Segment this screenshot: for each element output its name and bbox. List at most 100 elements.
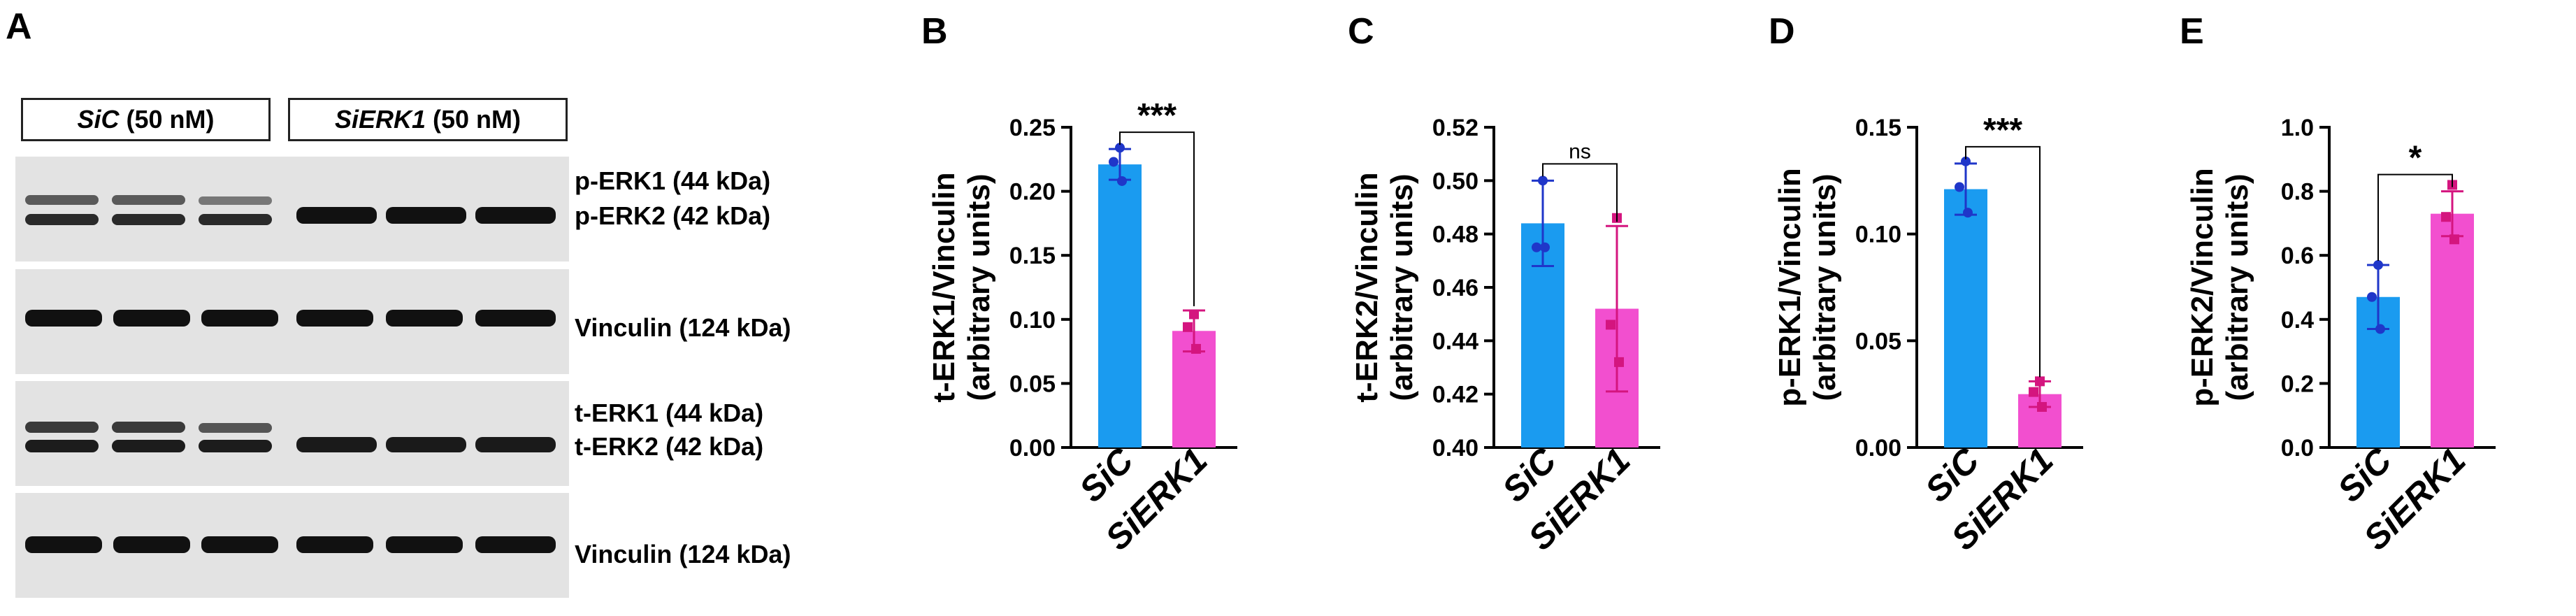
panel-letter-d: D — [1769, 11, 1795, 52]
y-tick-label: 0.52 — [1432, 115, 1478, 141]
band — [112, 214, 185, 225]
bar-sierk1 — [2431, 213, 2474, 447]
condition-dose: (50 nM) — [126, 105, 215, 134]
y-tick-label: 0.15 — [1009, 243, 1056, 269]
y-tick-label: 0.50 — [1432, 168, 1478, 194]
data-point — [1191, 343, 1201, 354]
y-tick-label: 0.0 — [2281, 435, 2314, 461]
y-axis-label-line: t-ERK2/Vinculin — [1350, 172, 1384, 402]
significance-label: * — [2409, 140, 2422, 177]
data-point — [1109, 157, 1118, 167]
band — [199, 440, 272, 452]
band — [25, 214, 99, 225]
y-tick-label: 0.42 — [1432, 382, 1478, 408]
band — [25, 195, 99, 205]
data-point — [1955, 182, 1964, 192]
band — [199, 196, 272, 205]
panel-letter-e: E — [2180, 11, 2204, 52]
y-tick-label: 0.48 — [1432, 222, 1478, 248]
data-point — [1117, 176, 1127, 186]
y-tick-label: 0.10 — [1855, 222, 1901, 248]
data-point — [1538, 176, 1548, 186]
band — [25, 422, 99, 433]
y-tick-label: 0.15 — [1855, 115, 1901, 141]
y-axis-label-line: (arbitrary units) — [1385, 173, 1419, 401]
data-point — [2441, 212, 2451, 222]
data-point — [2367, 292, 2377, 302]
y-tick-label: 0.8 — [2281, 179, 2314, 206]
chart-c: t-ERK2/Vinculin(arbitrary units) 0.40 0.42… — [1350, 115, 1660, 557]
y-tick-label: 0.10 — [1009, 307, 1056, 334]
band — [25, 536, 102, 553]
data-point — [1606, 320, 1616, 330]
data-point — [1961, 156, 1971, 166]
y-axis-label-line: p-ERK1/Vinculin — [1773, 168, 1807, 406]
chart-b: t-ERK1/Vinculin(arbitrary units) 0.00 0.05… — [927, 97, 1237, 557]
data-point — [2373, 259, 2383, 270]
y-axis-label: p-ERK1/Vinculin(arbitrary units) — [1773, 168, 1842, 406]
y-axis-label: t-ERK1/Vinculin(arbitrary units) — [927, 172, 996, 402]
band — [296, 310, 373, 327]
data-point — [2029, 387, 2038, 397]
label-vinculin-2: Vinculin (124 kDa) — [575, 540, 791, 568]
label-t-erk1: t-ERK1 (44 kDa) — [575, 399, 764, 427]
data-point — [1189, 309, 1199, 320]
data-point — [1532, 242, 1541, 252]
bar-sic — [1098, 164, 1142, 447]
band — [475, 310, 556, 327]
y-tick-label: 0.2 — [2281, 371, 2314, 397]
y-axis-label: t-ERK2/Vinculin(arbitrary units) — [1350, 172, 1419, 402]
band — [112, 422, 185, 433]
y-tick-label: 0.05 — [1009, 371, 1056, 397]
data-point — [1963, 208, 1973, 218]
y-tick-label: 1.0 — [2281, 115, 2314, 141]
y-tick-label: 0.6 — [2281, 243, 2314, 269]
blot-strip-vinculin-1 — [15, 269, 569, 374]
band — [386, 437, 466, 452]
band — [25, 310, 102, 327]
y-axis-label-line: (arbitrary units) — [962, 173, 996, 401]
y-tick-label: 0.20 — [1009, 179, 1056, 206]
y-tick-label: 0.40 — [1432, 435, 1478, 461]
significance-bracket — [2377, 173, 2453, 261]
significance-bracket — [1119, 131, 1195, 306]
band — [25, 440, 99, 452]
y-axis-label-line: p-ERK2/Vinculin — [2185, 168, 2219, 406]
band — [386, 310, 463, 327]
data-point — [1183, 322, 1193, 332]
y-axis-label-line: (arbitrary units) — [2220, 173, 2254, 401]
band — [201, 310, 278, 327]
y-tick-label: 0.44 — [1432, 328, 1478, 354]
y-axis-label: p-ERK2/Vinculin(arbitrary units) — [2185, 168, 2254, 406]
band — [113, 310, 190, 327]
panel-letter-b: B — [921, 11, 948, 52]
condition-box-sic: SiC (50 nM) — [21, 98, 271, 141]
data-point — [2037, 401, 2047, 412]
band — [199, 214, 272, 225]
data-point — [1115, 143, 1125, 153]
band — [199, 423, 272, 433]
label-t-erk2: t-ERK2 (42 kDa) — [575, 432, 764, 461]
band — [112, 195, 185, 205]
data-point — [2375, 324, 2385, 334]
band — [475, 536, 556, 553]
label-p-erk2: p-ERK2 (42 kDa) — [575, 201, 771, 230]
data-point — [2449, 234, 2459, 245]
y-tick-label: 0.05 — [1855, 328, 1901, 354]
significance-label: *** — [1983, 112, 2022, 149]
label-p-erk1: p-ERK1 (44 kDa) — [575, 166, 771, 195]
y-axis-label-line: (arbitrary units) — [1808, 173, 1842, 401]
data-point — [1540, 242, 1550, 252]
label-vinculin-1: Vinculin (124 kDa) — [575, 313, 791, 342]
band — [475, 437, 556, 452]
band — [475, 207, 556, 224]
significance-bracket — [1965, 145, 2041, 378]
data-point — [2035, 376, 2045, 387]
blot-strip-vinculin-2 — [15, 493, 569, 598]
y-tick-label: 0.25 — [1009, 115, 1056, 141]
bar-sic — [1944, 189, 1987, 447]
blot-strip-perk — [15, 157, 569, 262]
panel-letter-c: C — [1348, 11, 1374, 52]
condition-box-sierk1: SiERK1 (50 nM) — [288, 98, 568, 141]
significance-bracket — [1542, 163, 1618, 222]
